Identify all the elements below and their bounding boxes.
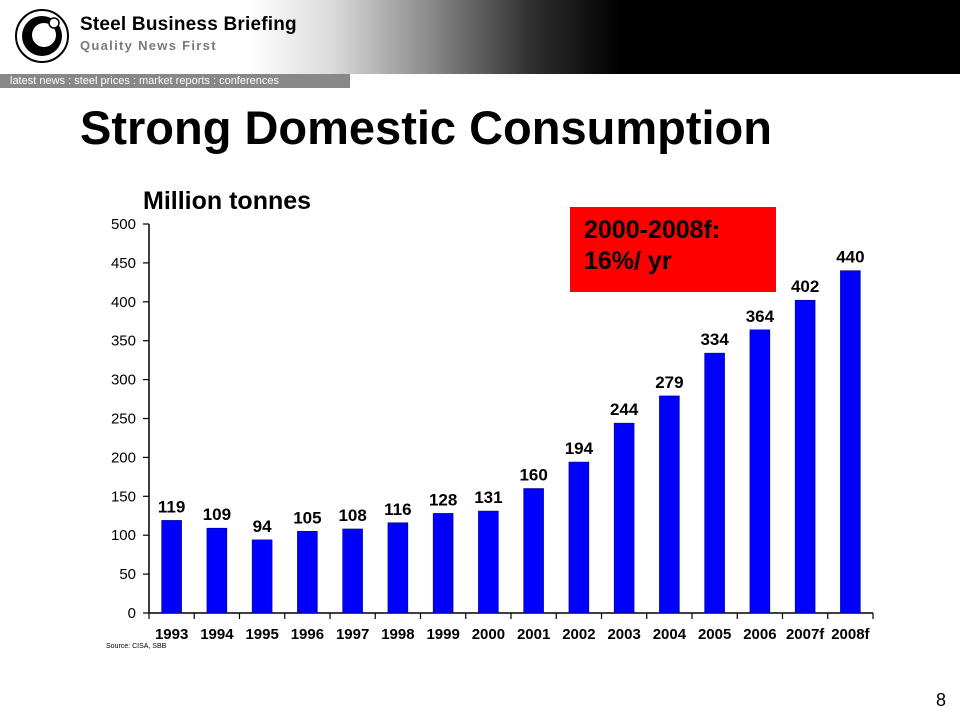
bar-1998 <box>387 522 409 614</box>
x-tick-label-2000: 2000 <box>472 626 505 643</box>
bar-1999 <box>432 513 454 614</box>
nav-strip <box>0 74 350 88</box>
x-tick-label-1999: 1999 <box>426 626 459 643</box>
bar-1997 <box>342 528 363 614</box>
bar-2006 <box>749 329 771 614</box>
data-label-1999: 128 <box>429 490 457 509</box>
data-label-2001: 160 <box>519 466 547 485</box>
y-tick-label: 450 <box>111 255 136 272</box>
data-label-1995: 94 <box>253 517 272 536</box>
data-label-2006: 364 <box>746 307 775 326</box>
brand-tagline: Quality News First <box>80 38 217 53</box>
growth-callout: 2000-2008f: 16%/ yr <box>570 207 776 292</box>
callout-period: 2000-2008f: <box>584 216 721 244</box>
brand-name: Steel Business Briefing <box>80 14 297 35</box>
y-tick-label: 200 <box>111 449 136 466</box>
globe-logo-icon <box>15 9 69 63</box>
y-tick-label: 100 <box>111 527 136 544</box>
data-label-2004: 279 <box>655 373 683 392</box>
data-label-2008f: 440 <box>836 248 864 267</box>
y-tick-label: 500 <box>111 216 136 233</box>
data-label-1994: 109 <box>203 505 231 524</box>
bar-2000 <box>478 510 499 614</box>
data-label-1996: 105 <box>293 508 321 527</box>
data-label-2005: 334 <box>700 330 729 349</box>
data-label-1998: 116 <box>384 500 411 519</box>
slide-title: Strong Domestic Consumption <box>80 101 772 154</box>
x-tick-label-2008f: 2008f <box>831 626 870 643</box>
x-tick-label-1998: 1998 <box>381 626 414 643</box>
nav-links[interactable]: latest news : steel prices : market repo… <box>10 75 280 87</box>
callout-rate: 16%/ yr <box>584 247 672 275</box>
data-label-1997: 108 <box>338 506 366 525</box>
source-note: Source: CISA, SBB <box>106 643 167 650</box>
page-number: 8 <box>936 690 947 710</box>
x-tick-label-2001: 2001 <box>517 626 550 643</box>
x-tick-label-2004: 2004 <box>653 626 687 643</box>
data-label-2007f: 402 <box>791 277 819 296</box>
y-tick-label: 50 <box>119 566 136 583</box>
data-label-1993: 119 <box>158 497 185 516</box>
bar-1994 <box>206 527 228 614</box>
x-tick-label-1994: 1994 <box>200 626 234 643</box>
bar-2005 <box>704 352 725 614</box>
x-tick-label-2006: 2006 <box>743 626 776 643</box>
data-label-2000: 131 <box>474 488 502 507</box>
y-tick-label: 350 <box>111 333 136 350</box>
bar-2004 <box>659 395 680 614</box>
x-tick-label-2003: 2003 <box>607 626 640 643</box>
x-tick-label-1993: 1993 <box>155 626 188 643</box>
y-axis-label: Million tonnes <box>143 187 312 215</box>
bar-2007f <box>794 299 816 614</box>
bar-2008f <box>840 270 861 614</box>
x-tick-label-2005: 2005 <box>698 626 731 643</box>
data-label-2003: 244 <box>610 400 639 419</box>
x-tick-label-1997: 1997 <box>336 626 369 643</box>
y-tick-label: 250 <box>111 411 136 428</box>
bar-1995 <box>251 539 273 614</box>
x-tick-label-2002: 2002 <box>562 626 595 643</box>
bar-1996 <box>297 531 318 614</box>
data-label-2002: 194 <box>565 439 594 458</box>
header-banner: Steel Business Briefing Quality News Fir… <box>0 0 960 74</box>
x-tick-label-1995: 1995 <box>245 626 278 643</box>
bar-2003 <box>613 422 635 614</box>
y-tick-label: 300 <box>111 372 136 389</box>
y-tick-label: 400 <box>111 294 136 311</box>
bar-1993 <box>161 520 182 614</box>
y-tick-label: 150 <box>111 488 136 505</box>
y-tick-label: 0 <box>128 605 136 622</box>
x-tick-label-2007f: 2007f <box>786 626 825 643</box>
x-tick-label-1996: 1996 <box>291 626 324 643</box>
bar-2001 <box>523 488 544 614</box>
bar-2002 <box>568 461 590 614</box>
